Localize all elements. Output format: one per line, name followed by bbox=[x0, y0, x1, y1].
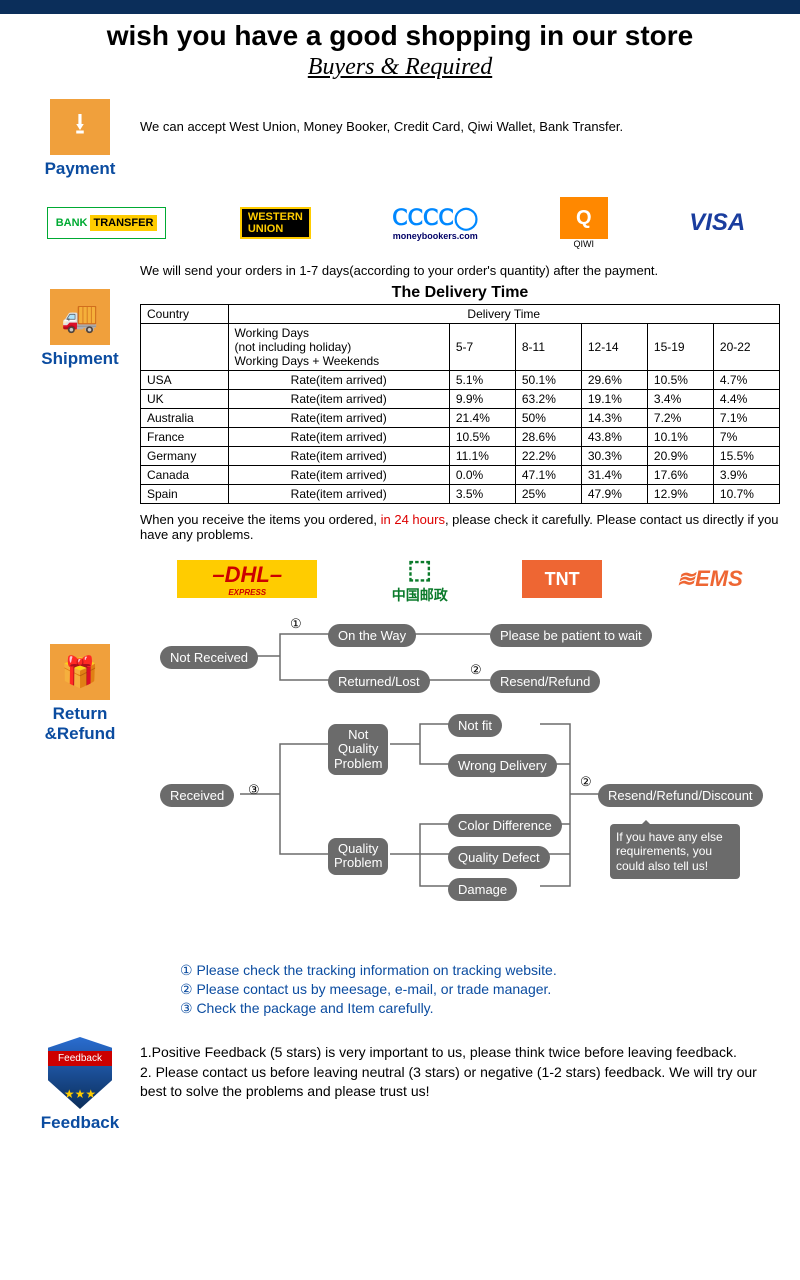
node-not-quality: Not Quality Problem bbox=[328, 724, 388, 775]
table-title: The Delivery Time bbox=[140, 284, 780, 302]
node-quality-defect: Quality Defect bbox=[448, 846, 550, 869]
qiwi-logo: Q QIWI bbox=[560, 197, 608, 249]
feedback-label: Feedback bbox=[20, 1113, 140, 1133]
top-bar bbox=[0, 0, 800, 14]
table-row: UKRate(item arrived)9.9%63.2%19.1%3.4%4.… bbox=[141, 390, 780, 409]
shipment-intro: We will send your orders in 1-7 days(acc… bbox=[140, 263, 780, 278]
payment-section: ⭳ Payment We can accept West Union, Mone… bbox=[20, 99, 780, 179]
table-row: AustraliaRate(item arrived)21.4%50%14.3%… bbox=[141, 409, 780, 428]
payment-label: Payment bbox=[20, 159, 140, 179]
return-label: Return &Refund bbox=[20, 704, 140, 744]
ems-logo: ≋EMS bbox=[677, 560, 743, 598]
node-received: Received bbox=[160, 784, 234, 807]
node-color-diff: Color Difference bbox=[448, 814, 562, 837]
table-row: GermanyRate(item arrived)11.1%22.2%30.3%… bbox=[141, 447, 780, 466]
payment-logos: BANKTRANSFER WESTERNUNION ⅭⅭⅭⅭ◯ moneyboo… bbox=[10, 197, 790, 249]
table-row: FranceRate(item arrived)10.5%28.6%43.8%1… bbox=[141, 428, 780, 447]
subtitle: Buyers & Required bbox=[0, 54, 800, 89]
headline: wish you have a good shopping in our sto… bbox=[0, 14, 800, 54]
moneybookers-logo: ⅭⅭⅭⅭ◯ moneybookers.com bbox=[384, 207, 486, 239]
shipment-note: When you receive the items you ordered, … bbox=[140, 512, 780, 542]
node-tooltip: If you have any else requirements, you c… bbox=[610, 824, 740, 879]
node-on-the-way: On the Way bbox=[328, 624, 416, 647]
feedback-icon: Feedback ★★★ bbox=[45, 1037, 115, 1109]
node-not-fit: Not fit bbox=[448, 714, 502, 737]
payment-icon: ⭳ bbox=[50, 99, 110, 155]
dhl-logo: –DHL–EXPRESS bbox=[177, 560, 317, 598]
table-row: SpainRate(item arrived)3.5%25%47.9%12.9%… bbox=[141, 485, 780, 504]
node-resend-refund: Resend/Refund bbox=[490, 670, 600, 693]
node-not-received: Not Received bbox=[160, 646, 258, 669]
node-quality: Quality Problem bbox=[328, 838, 388, 875]
delivery-table: CountryDelivery Time Working Days(not in… bbox=[140, 304, 780, 504]
node-resend-refund-discount: Resend/Refund/Discount bbox=[598, 784, 763, 807]
return-section: 🎁 Return &Refund Not Received ① On the W… bbox=[20, 624, 780, 1019]
china-post-logo: ⬚中国邮政 bbox=[392, 560, 448, 598]
table-row: CanadaRate(item arrived)0.0%47.1%31.4%17… bbox=[141, 466, 780, 485]
return-icon: 🎁 bbox=[50, 644, 110, 700]
western-union-logo: WESTERNUNION bbox=[240, 207, 311, 239]
feedback-section: Feedback ★★★ Feedback 1.Positive Feedbac… bbox=[20, 1037, 780, 1133]
shipment-section: 🚚 Shipment We will send your orders in 1… bbox=[20, 259, 780, 606]
bank-transfer-logo: BANKTRANSFER bbox=[47, 207, 167, 239]
shipment-label: Shipment bbox=[20, 349, 140, 369]
return-flowchart: Not Received ① On the Way Please be pati… bbox=[160, 624, 780, 954]
node-returned-lost: Returned/Lost bbox=[328, 670, 430, 693]
node-damage: Damage bbox=[448, 878, 517, 901]
return-notes: ① Please check the tracking information … bbox=[180, 962, 780, 1017]
node-patient: Please be patient to wait bbox=[490, 624, 652, 647]
shipment-icon: 🚚 bbox=[50, 289, 110, 345]
node-wrong-delivery: Wrong Delivery bbox=[448, 754, 557, 777]
visa-logo: VISA bbox=[681, 207, 753, 239]
table-row: USARate(item arrived)5.1%50.1%29.6%10.5%… bbox=[141, 371, 780, 390]
feedback-text: 1.Positive Feedback (5 stars) is very im… bbox=[140, 1037, 780, 1102]
carrier-logos: –DHL–EXPRESS ⬚中国邮政 TNT ≋EMS bbox=[140, 560, 780, 598]
payment-text: We can accept West Union, Money Booker, … bbox=[140, 119, 780, 134]
tnt-logo: TNT bbox=[522, 560, 602, 598]
